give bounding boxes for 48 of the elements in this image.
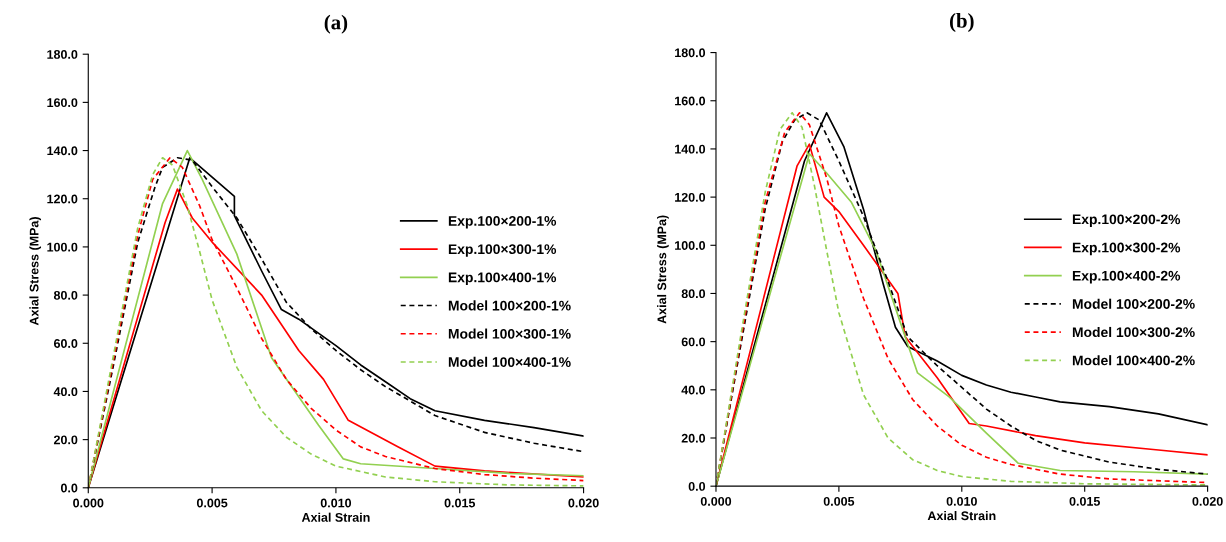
legend-label: Model 100×400-2% <box>1072 355 1195 366</box>
y-tick-label: 140.0 <box>47 146 78 156</box>
x-tick-label: 0.010 <box>320 498 352 508</box>
y-tick-label: 140.0 <box>675 144 706 154</box>
y-tick-label: 20.0 <box>53 435 78 445</box>
y-tick-label: 60.0 <box>681 337 706 347</box>
y-tick-label: 120.0 <box>675 192 706 202</box>
legend-label: Exp.100×200-2% <box>1072 214 1181 227</box>
legend-label: Exp.100×300-2% <box>1072 242 1181 256</box>
y-tick-label: 180.0 <box>675 48 706 58</box>
y-tick-label: 160.0 <box>47 98 78 108</box>
y-axis-title: Axial Stress (MPa) <box>29 217 42 326</box>
y-tick-label: 40.0 <box>681 385 706 395</box>
y-tick-label: 0.0 <box>60 483 78 493</box>
y-tick-label: 20.0 <box>681 433 706 443</box>
y-tick-label: 60.0 <box>53 339 78 348</box>
legend-label: Model 100×300-1% <box>448 328 571 339</box>
y-tick-label: 80.0 <box>681 289 706 299</box>
x-tick-label: 0.015 <box>444 498 476 508</box>
y-tick-label: 100.0 <box>675 241 706 250</box>
legend-label: Model 100×300-2% <box>1072 326 1195 338</box>
legend-label: Model 100×200-2% <box>1072 298 1195 309</box>
x-tick-label: 0.020 <box>568 498 599 508</box>
legend-label: Exp.100×400-1% <box>448 272 557 286</box>
legend-label: Exp.100×400-2% <box>1072 270 1181 284</box>
y-tick-label: 160.0 <box>675 96 706 106</box>
chart-title: (a) <box>324 14 348 34</box>
x-tick-label: 0.000 <box>700 496 732 506</box>
x-tick-label: 0.015 <box>1069 496 1100 506</box>
y-tick-label: 40.0 <box>53 387 78 397</box>
legend-label: Exp.100×200-1% <box>448 216 557 229</box>
x-tick-label: 0.005 <box>823 496 855 506</box>
x-tick-label: 0.020 <box>1192 496 1223 506</box>
x-axis-title: Axial Strain <box>927 511 996 521</box>
x-tick-label: 0.005 <box>196 498 228 508</box>
x-axis-title: Axial Strain <box>301 512 370 522</box>
legend-label: Model 100×200-1% <box>448 300 571 311</box>
legend-label: Exp.100×300-1% <box>448 244 557 257</box>
y-tick-label: 0.0 <box>688 481 706 491</box>
x-tick-label: 0.000 <box>73 498 104 508</box>
y-tick-label: 120.0 <box>47 194 78 204</box>
y-axis-title: Axial Stress (MPa) <box>657 215 669 324</box>
y-tick-label: 100.0 <box>47 242 78 252</box>
x-tick-label: 0.010 <box>946 496 977 506</box>
y-tick-label: 80.0 <box>53 290 78 300</box>
y-tick-label: 180.0 <box>47 50 78 59</box>
chart-title: (b) <box>949 13 974 33</box>
legend-label: Model 100×400-1% <box>448 356 571 367</box>
